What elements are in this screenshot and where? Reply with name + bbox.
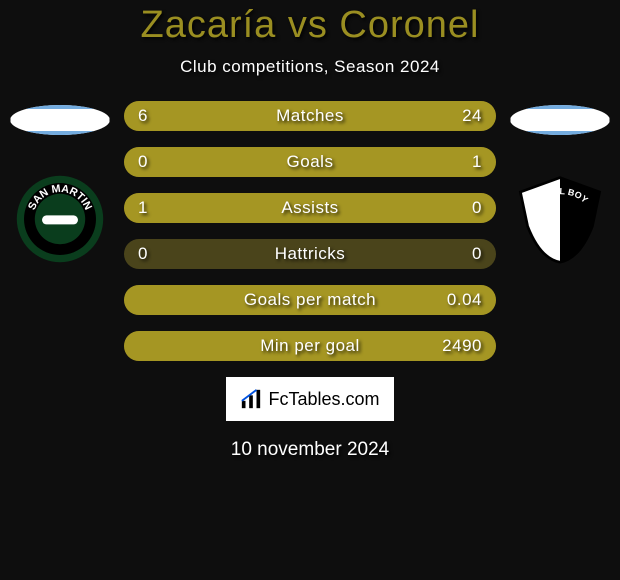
page-title: Zacaría vs Coronel [140,4,479,47]
san-martin-crest-icon: SAN MARTIN [15,174,105,264]
flag-right [510,105,610,135]
footer-text: FcTables.com [268,389,379,410]
stat-label: Goals [124,147,496,177]
stat-label: Goals per match [124,285,496,315]
stat-label: Matches [124,101,496,131]
stat-label: Hattricks [124,239,496,269]
crest-right: C.A. ALL BOYS [510,169,610,269]
team-right: C.A. ALL BOYS [510,99,610,269]
stat-bar: 2490Min per goal [124,331,496,361]
stat-bar: 0.04Goals per match [124,285,496,315]
all-boys-crest-icon: C.A. ALL BOYS [515,174,605,264]
stat-label: Min per goal [124,331,496,361]
stat-bar: 624Matches [124,101,496,131]
stat-bar: 01Goals [124,147,496,177]
page-subtitle: Club competitions, Season 2024 [180,57,440,77]
stats-list: 624Matches 01Goals 10Assists 00Hattricks 0.0… [110,101,510,361]
main-row: SAN MARTIN 624Matches 01Goals 10Assists 00H… [0,99,620,361]
crest-left: SAN MARTIN [10,169,110,269]
argentina-flag-icon [510,105,610,135]
footer-brand[interactable]: FcTables.com [226,377,394,421]
date-text: 10 november 2024 [231,439,389,461]
stat-bar: 00Hattricks [124,239,496,269]
argentina-flag-icon [10,105,110,135]
stat-bar: 10Assists [124,193,496,223]
stat-label: Assists [124,193,496,223]
team-left: SAN MARTIN [10,99,110,269]
fctables-logo-icon [240,388,262,410]
comparison-card: Zacaría vs Coronel Club competitions, Se… [0,0,620,580]
flag-left [10,105,110,135]
